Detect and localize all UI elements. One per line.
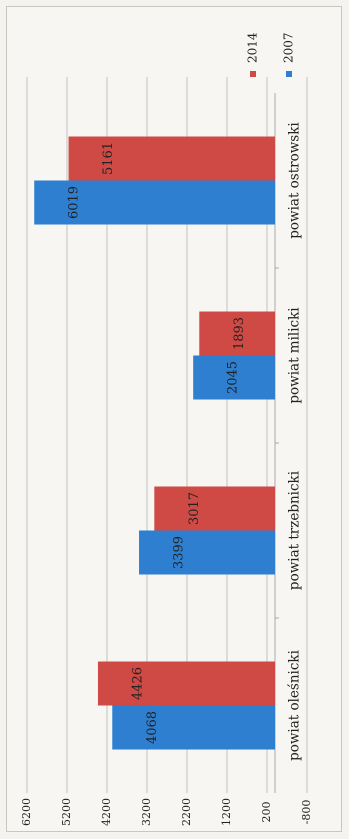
category-label: powiat ostrowski bbox=[287, 122, 303, 239]
data-label: 5161 bbox=[101, 142, 116, 175]
data-label: 6019 bbox=[67, 186, 82, 219]
bar-chart: 6200 5200 4200 3200 2200 1200 200 -800 6019 5161 p… bbox=[20, 32, 313, 826]
bar-2014 bbox=[68, 136, 275, 181]
value-tick-label: 4200 bbox=[100, 798, 113, 826]
bar-2007 bbox=[112, 705, 275, 750]
data-label: 4426 bbox=[130, 667, 145, 700]
value-tick-label: 6200 bbox=[20, 798, 33, 826]
value-tick-label: -800 bbox=[300, 800, 313, 825]
value-tick-label: 200 bbox=[260, 802, 273, 823]
data-label: 3399 bbox=[172, 536, 187, 569]
bar-2014 bbox=[154, 486, 275, 531]
bar-2014 bbox=[97, 661, 276, 706]
category-label: powiat milicki bbox=[287, 307, 303, 404]
bar-2007 bbox=[34, 180, 276, 225]
legend-label: 2007 bbox=[282, 32, 296, 63]
legend-swatch-2014 bbox=[250, 71, 256, 77]
value-tick-label: 3200 bbox=[140, 798, 153, 826]
data-label: 2045 bbox=[226, 361, 241, 394]
data-label: 1893 bbox=[232, 317, 247, 350]
legend-swatch-2007 bbox=[286, 71, 292, 77]
bar-2007 bbox=[139, 530, 275, 575]
legend-label: 2014 bbox=[246, 32, 260, 63]
value-tick-label: 2200 bbox=[180, 798, 193, 826]
data-label: 4068 bbox=[145, 711, 160, 744]
chart-frame: 6200 5200 4200 3200 2200 1200 200 -800 6019 5161 p… bbox=[6, 6, 342, 832]
category-label: powiat trzebnicki bbox=[287, 470, 303, 590]
bar-2007 bbox=[193, 355, 275, 400]
value-tick-label: 5200 bbox=[60, 798, 73, 826]
data-label: 3017 bbox=[187, 492, 202, 525]
bar-2014 bbox=[199, 311, 275, 356]
category-label: powiat oleśnicki bbox=[287, 649, 303, 761]
value-tick-label: 1200 bbox=[220, 798, 233, 826]
